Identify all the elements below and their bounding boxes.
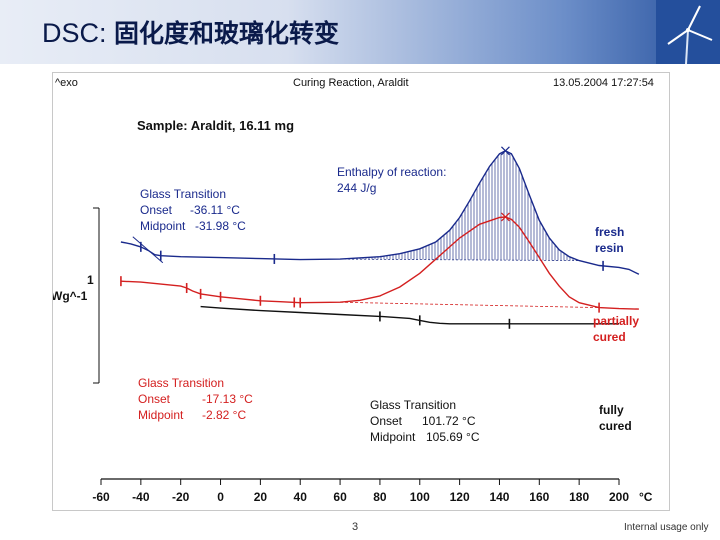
gt-partial-onset-label: Onset [138,392,171,406]
x-tick-label: -60 [92,490,110,504]
dsc-chart: ^exo Curing Reaction, Araldit 13.05.2004… [51,77,654,504]
x-tick-label: 200 [609,490,629,504]
scale-value: 1 [87,273,94,287]
gt-fresh-title: Glass Transition [140,187,226,201]
x-tick-label: -20 [172,490,190,504]
gt-fresh-midpoint-label: Midpoint [140,219,186,233]
gt-cured-midpoint-label: Midpoint [370,430,416,444]
x-tick-label: 140 [489,490,509,504]
page-number: 3 [352,521,359,533]
fresh-label-line1: fresh [595,225,624,239]
gt-fresh-onset-label: Onset [140,203,173,217]
scale-unit: Wg^-1 [53,289,88,303]
x-tick-label: 60 [333,490,347,504]
gt-partial-onset-value: -17.13 °C [202,392,253,406]
cured-label-line1: fully [599,403,624,417]
fresh-peak-marker [501,146,510,156]
exo-label: ^exo [55,77,78,89]
x-tick-label: 80 [373,490,387,504]
gt-cured-onset-label: Onset [370,414,403,428]
gt-cured-title: Glass Transition [370,398,456,412]
enthalpy-value: 244 J/g [337,181,376,195]
x-tick-label: 20 [254,490,268,504]
x-tick-label: 0 [217,490,224,504]
gt-cured-onset-value: 101.72 °C [422,414,476,428]
x-unit-label: °C [639,490,653,504]
partial-peak-marker [501,212,510,222]
enthalpy-title: Enthalpy of reaction: [337,165,446,179]
x-tick-label: 160 [529,490,549,504]
x-tick-label: -40 [132,490,150,504]
series-markers [120,146,604,329]
gt-partial-midpoint-label: Midpoint [138,408,184,422]
dsc-chart-frame: ^exo Curing Reaction, Araldit 13.05.2004… [51,72,670,511]
partial-label-line2: cured [593,330,626,344]
fresh-resin-line [120,150,640,275]
cured-label-line2: cured [599,419,632,433]
chart-title: Curing Reaction, Araldit [293,77,409,89]
series-lines [120,150,640,325]
sample-label: Sample: Araldit, 16.11 mg [137,118,294,133]
partial-baseline [340,301,600,309]
partially-cured-line [120,216,639,310]
gt-partial-midpoint-value: -2.82 °C [202,408,246,422]
fully-cured-line [200,305,619,325]
gt-partial-title: Glass Transition [138,376,224,390]
title-bar: DSC: 固化度和玻璃化转变 [0,0,720,64]
fresh-gt-tangent [132,236,164,264]
enthalpy-hatch [340,150,580,261]
gt-cured-midpoint-value: 105.69 °C [426,430,480,444]
footer-note: Internal usage only [624,522,709,533]
x-tick-label: 40 [294,490,308,504]
x-axis: -60 -40 -20 0 20 40 60 80 100 120 140 160 180 200 [92,478,629,504]
gt-fresh-midpoint-value: -31.98 °C [195,219,246,233]
wind-turbine-icon [656,0,720,64]
x-tick-label: 120 [450,490,470,504]
title-prefix: DSC: [42,18,107,48]
chart-timestamp: 13.05.2004 17:27:54 [553,77,654,89]
x-tick-label: 100 [410,490,430,504]
fresh-label-line2: resin [595,241,624,255]
gt-fresh-onset-value: -36.11 °C [190,203,240,217]
x-tick-label: 180 [569,490,589,504]
partial-label-line1: partially [593,314,639,328]
enthalpy-hatch-area [340,150,600,309]
title-chinese: 固化度和玻璃化转变 [114,19,340,48]
slide-title: DSC: 固化度和玻璃化转变 [42,14,339,50]
